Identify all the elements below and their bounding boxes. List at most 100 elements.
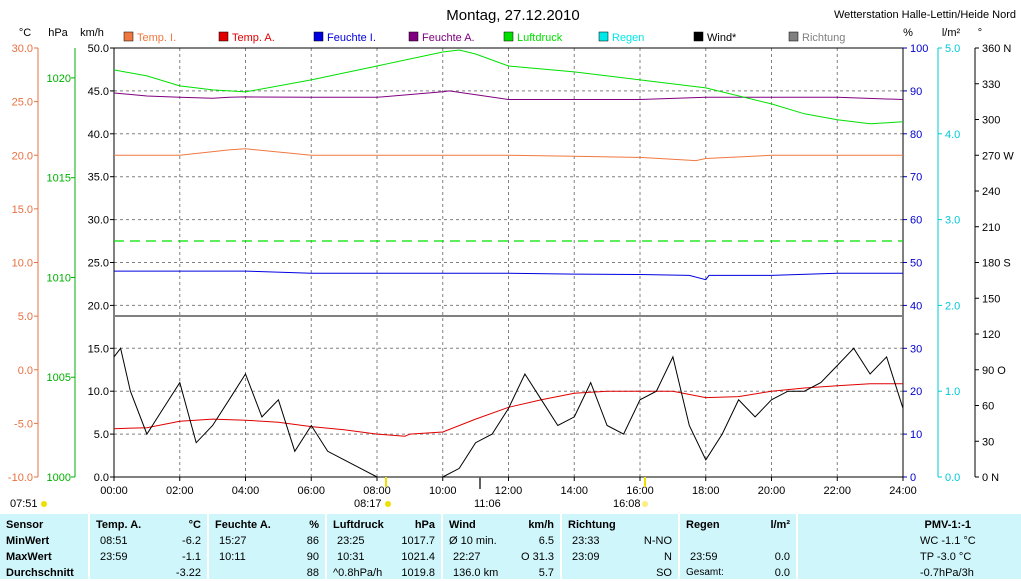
direction-tick-label: 210	[982, 222, 1000, 234]
direction-tick-label: 240	[982, 186, 1000, 198]
legend-label: Regen	[612, 32, 644, 44]
marker-left-time: 08:17	[354, 498, 382, 510]
rain-tick-label: 5.0	[945, 43, 960, 55]
wind-tick-label: 0.0	[94, 472, 109, 484]
hum-avg-val: 88	[306, 567, 319, 579]
minwert-label: MinWert	[6, 535, 50, 547]
time-tick-label: 06:00	[297, 485, 325, 497]
temp-min-time: 08:51	[100, 535, 128, 547]
sun-marker-icon	[385, 501, 391, 507]
time-axis: 00:00 02:00 04:00 06:00 08:00 10:00 12:00 14:00…	[100, 477, 917, 497]
temp-tick-label: 0.0	[18, 365, 33, 377]
stats-col-temp: Temp. A. °C 08:51 -6.2 23:59 -1.1 -3.22	[90, 514, 209, 579]
wind-tick-label: 15.0	[88, 343, 109, 355]
rain-tick-label: 2.0	[945, 300, 960, 312]
humidity-tick-label: 10	[910, 429, 922, 441]
pressure-tick-label: 1020	[47, 73, 71, 85]
series-line	[114, 270, 903, 281]
hum-min-time: 15:27	[219, 535, 247, 547]
pressure-tick-label: 1010	[47, 272, 71, 284]
humidity-tick-label: 0	[910, 472, 916, 484]
direction-tick-label: 300	[982, 115, 1000, 127]
humidity-tick-label: 70	[910, 172, 922, 184]
pmv-trend: -0.7hPa/3h	[920, 567, 974, 579]
temp-unit-label: °C	[188, 519, 201, 531]
temp-unit: °C	[19, 27, 31, 39]
time-markers: 07:51 08:17 11:06 16:08	[10, 477, 648, 510]
temp-max-val: -1.1	[182, 551, 201, 563]
durchschnitt-label: Durchschnitt	[6, 567, 74, 579]
press-max-time: 10:31	[337, 551, 365, 563]
wind-tick-label: 40.0	[88, 129, 109, 141]
rain-tick-label: 1.0	[945, 386, 960, 398]
wind-min-label: Ø 10 min.	[449, 535, 497, 547]
temp-max-time: 23:59	[100, 551, 128, 563]
stats-col-sensor: Sensor MinWert MaxWert Durchschnitt	[0, 514, 90, 579]
rain-tick-label: 0.0	[945, 472, 960, 484]
direction-tick-label: 330	[982, 79, 1000, 91]
stats-col-humidity: Feuchte A.% 15:27 86 10:11 90 88	[209, 514, 327, 579]
stats-col-rain: Regen l/m² 23:59 0.0 Gesamt: 0.0	[680, 514, 798, 579]
sunset-icon	[642, 501, 648, 507]
pressure-tick-label: 1000	[47, 472, 71, 484]
wind-title: Wind	[449, 519, 476, 531]
chart-title: Montag, 27.12.2010	[446, 7, 579, 24]
press-min-val: 1017.7	[401, 535, 435, 547]
time-tick-label: 08:00	[363, 485, 391, 497]
maxwert-label: MaxWert	[6, 551, 52, 563]
rain-avg-label: Gesamt:	[686, 567, 724, 578]
legend-label: Wind*	[707, 32, 737, 44]
press-unit-label: hPa	[414, 519, 435, 531]
wind-tick-label: 30.0	[88, 215, 109, 227]
temp-tick-label: 10.0	[12, 258, 33, 270]
temp-min-val: -6.2	[182, 535, 201, 547]
rain-tick-label: 3.0	[945, 215, 960, 227]
wind-avg-val: 5.7	[538, 567, 554, 579]
temp-tick-label: 5.0	[18, 311, 33, 323]
time-tick-label: 10:00	[429, 485, 457, 497]
direction-tick-label: 360 N	[982, 43, 1011, 55]
direction-tick-label: 180 S	[982, 258, 1011, 270]
rain-tick-label: 4.0	[945, 129, 960, 141]
humidity-tick-label: 40	[910, 300, 922, 312]
hum-min-val: 86	[306, 535, 319, 547]
legend-swatch	[123, 31, 134, 42]
humidity-unit: %	[903, 27, 913, 39]
wind-max-time: 22:27	[453, 551, 481, 563]
direction-tick-label: 270 W	[982, 150, 1014, 162]
legend-swatch	[598, 31, 609, 42]
dir-avg-val: SO	[656, 567, 672, 579]
wind-tick-label: 45.0	[88, 86, 109, 98]
wind-min-val: 6.5	[538, 535, 554, 547]
humidity-tick-label: 100	[910, 43, 928, 55]
dir-max-val: N	[664, 551, 672, 563]
press-min-time: 23:25	[337, 535, 365, 547]
grid	[114, 48, 903, 477]
series-line	[113, 90, 904, 100]
wind-tick-label: 25.0	[88, 258, 109, 270]
marker-max-time: 11:06	[474, 498, 501, 510]
legend-swatch	[218, 31, 229, 42]
wind-unit: km/h	[80, 27, 104, 39]
direction-unit: °	[978, 27, 982, 39]
legend-swatch	[503, 31, 514, 42]
time-tick-label: 18:00	[692, 485, 720, 497]
pmv-wc: WC -1.1 °C	[920, 535, 976, 547]
sunset-time: 16:08	[613, 498, 641, 510]
legend-label: Feuchte I.	[327, 32, 376, 44]
dir-title: Richtung	[568, 519, 616, 531]
time-tick-label: 00:00	[100, 485, 128, 497]
temp-tick-label: 15.0	[12, 204, 33, 216]
series-line	[113, 49, 904, 125]
press-title: Luftdruck	[333, 519, 384, 531]
wind-tick-label: 35.0	[88, 172, 109, 184]
temp-tick-label: 30.0	[12, 43, 33, 55]
hum-title: Feuchte A.	[215, 519, 271, 531]
legend-label: Luftdruck	[517, 32, 563, 44]
time-tick-label: 02:00	[166, 485, 194, 497]
dir-min-time: 23:33	[572, 535, 600, 547]
pressure-tick-label: 1005	[47, 372, 71, 384]
legend-label: Feuchte A.	[422, 32, 475, 44]
humidity-tick-label: 30	[910, 343, 922, 355]
time-tick-label: 14:00	[560, 485, 588, 497]
